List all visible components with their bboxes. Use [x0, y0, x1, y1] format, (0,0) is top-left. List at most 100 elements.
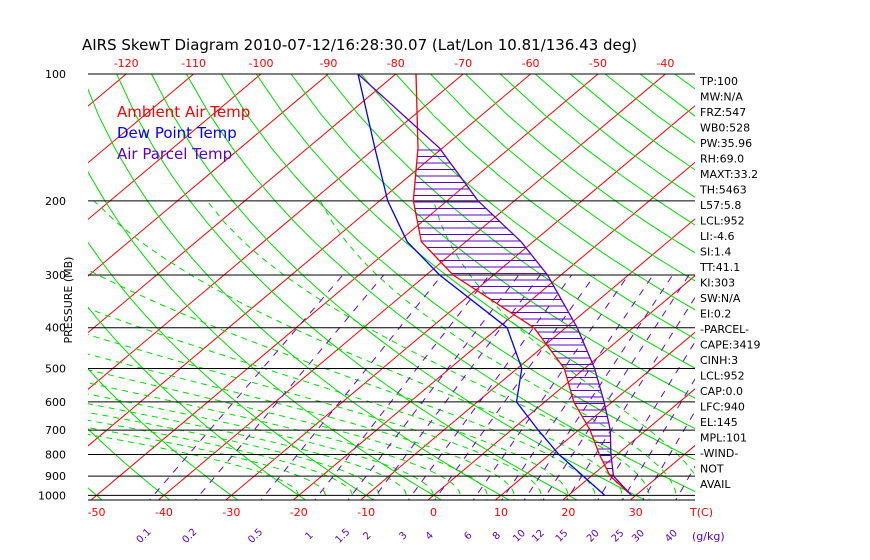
mixing-ratio-line — [371, 274, 541, 500]
dry-adiabat — [88, 87, 511, 500]
index-label: AVAIL — [700, 478, 731, 491]
dry-adiabat — [465, 74, 695, 254]
moist-adiabat — [206, 200, 650, 500]
mixing-ratio-tick: 30 — [630, 528, 647, 545]
index-label: -PARCEL- — [700, 323, 749, 336]
top-temp-tick: -60 — [522, 57, 540, 70]
index-label: MPL:101 — [700, 432, 747, 445]
moist-adiabat — [88, 403, 408, 500]
legend-entry: Dew Point Temp — [117, 124, 237, 142]
dry-adiabat — [430, 74, 695, 282]
mixing-ratio-line — [148, 274, 344, 500]
mixing-ratio-tick: 8 — [491, 530, 503, 542]
index-label: TP:100 — [699, 75, 738, 88]
pressure-tick-label: 200 — [45, 195, 66, 208]
mixing-ratio-tick: 20 — [585, 528, 602, 545]
isotherm-line — [88, 74, 464, 390]
x-axis-label: T(C) — [689, 506, 713, 519]
plot-area — [0, 74, 870, 504]
dry-adiabat — [290, 74, 695, 399]
dry-adiabat — [255, 74, 695, 430]
index-label: -WIND- — [700, 447, 738, 460]
moist-adiabat — [88, 353, 515, 500]
mixing-ratio-tick: 0.2 — [181, 527, 200, 546]
bottom-temp-tick: -50 — [88, 506, 106, 519]
top-temp-tick: -110 — [181, 57, 206, 70]
isotherm-line — [90, 74, 599, 500]
index-label: CAP:0.0 — [700, 385, 743, 398]
isotherm-line — [88, 74, 397, 334]
moist-adiabat — [88, 393, 435, 500]
mixing-ratio-tick: 2 — [361, 530, 373, 542]
isotherm-line — [88, 74, 329, 277]
dry-adiabat — [88, 241, 375, 500]
index-label: TT:41.1 — [699, 261, 740, 274]
isotherm-line — [562, 388, 695, 500]
moist-adiabat — [88, 382, 462, 500]
series-line-dew-point-temp — [357, 74, 606, 496]
bottom-temp-tick: -20 — [290, 506, 308, 519]
bottom-temp-tick: -40 — [155, 506, 173, 519]
isotherm-line — [88, 74, 531, 447]
pressure-tick-label: 600 — [45, 396, 66, 409]
bottom-temp-tick: 10 — [494, 506, 508, 519]
index-label: EI:0.2 — [700, 308, 731, 321]
index-label: LI:-4.6 — [700, 230, 735, 243]
dry-adiabat — [88, 170, 443, 500]
index-label: SI:1.4 — [700, 246, 731, 259]
series-line-air-parcel-temp — [357, 74, 633, 496]
dry-adiabat — [116, 74, 579, 500]
mixing-ratio-line — [642, 410, 695, 500]
index-label: CINH:3 — [700, 354, 738, 367]
mixing-ratio-line — [501, 274, 654, 500]
index-label: NOT — [700, 463, 724, 476]
pressure-tick-label: 900 — [45, 470, 66, 483]
pressure-tick-label: 400 — [45, 322, 66, 335]
mixing-ratio-tick: 0.5 — [246, 527, 265, 546]
moist-adiabat — [88, 307, 569, 500]
mixing-ratio-tick: 1.5 — [333, 527, 352, 546]
top-temp-tick: -120 — [114, 57, 139, 70]
isotherm-line — [292, 161, 695, 500]
dry-adiabat — [745, 74, 870, 504]
y-axis-label: PRESSURE (MB) — [62, 257, 75, 344]
index-label: KI:303 — [700, 277, 735, 290]
top-temp-tick: -80 — [387, 57, 405, 70]
pressure-tick-label: 500 — [45, 363, 66, 376]
mixing-ratio-line — [566, 296, 695, 500]
dry-adiabat — [395, 74, 695, 311]
mixing-ratio-line — [542, 274, 690, 500]
pressure-tick-label: 1000 — [38, 489, 66, 502]
moist-adiabat — [319, 200, 677, 500]
bottom-temp-tick: 20 — [561, 506, 575, 519]
mixing-ratio-tick: 10 — [511, 528, 528, 545]
chart-title: AIRS SkewT Diagram 2010-07-12/16:28:30.0… — [82, 36, 637, 54]
index-label: CAPE:3419 — [700, 339, 761, 352]
isotherm-line — [494, 331, 695, 500]
index-label: MAXT:33.2 — [700, 168, 758, 181]
mixing-ratio-tick: 40 — [663, 528, 680, 545]
top-temp-tick: -50 — [589, 57, 607, 70]
pressure-tick-label: 800 — [45, 449, 66, 462]
top-temp-tick: -100 — [249, 57, 274, 70]
index-label: LCL:952 — [700, 370, 745, 383]
mixing-ratio-tick: 15 — [554, 528, 571, 545]
isotherm-line — [427, 275, 695, 500]
mixing-ratio-line — [260, 274, 443, 500]
moist-adiabat — [88, 411, 381, 500]
mixing-ratio-line — [194, 274, 385, 500]
index-label: FRZ:547 — [700, 106, 746, 119]
dry-adiabat — [360, 74, 695, 340]
mixing-ratio-line — [621, 378, 695, 500]
index-label: L57:5.8 — [700, 199, 741, 212]
mixing-ratio-unit: (g/kg) — [692, 530, 725, 543]
isotherm-line — [88, 74, 194, 164]
mixing-ratio-line — [597, 340, 695, 500]
pressure-tick-label: 300 — [45, 269, 66, 282]
isotherm-line — [88, 74, 262, 221]
dry-adiabat — [0, 74, 39, 504]
dry-adiabat — [88, 487, 103, 500]
mixing-ratio-line — [472, 274, 629, 500]
isotherm-line — [0, 74, 59, 504]
series-line-ambient-air-temp — [412, 74, 633, 496]
